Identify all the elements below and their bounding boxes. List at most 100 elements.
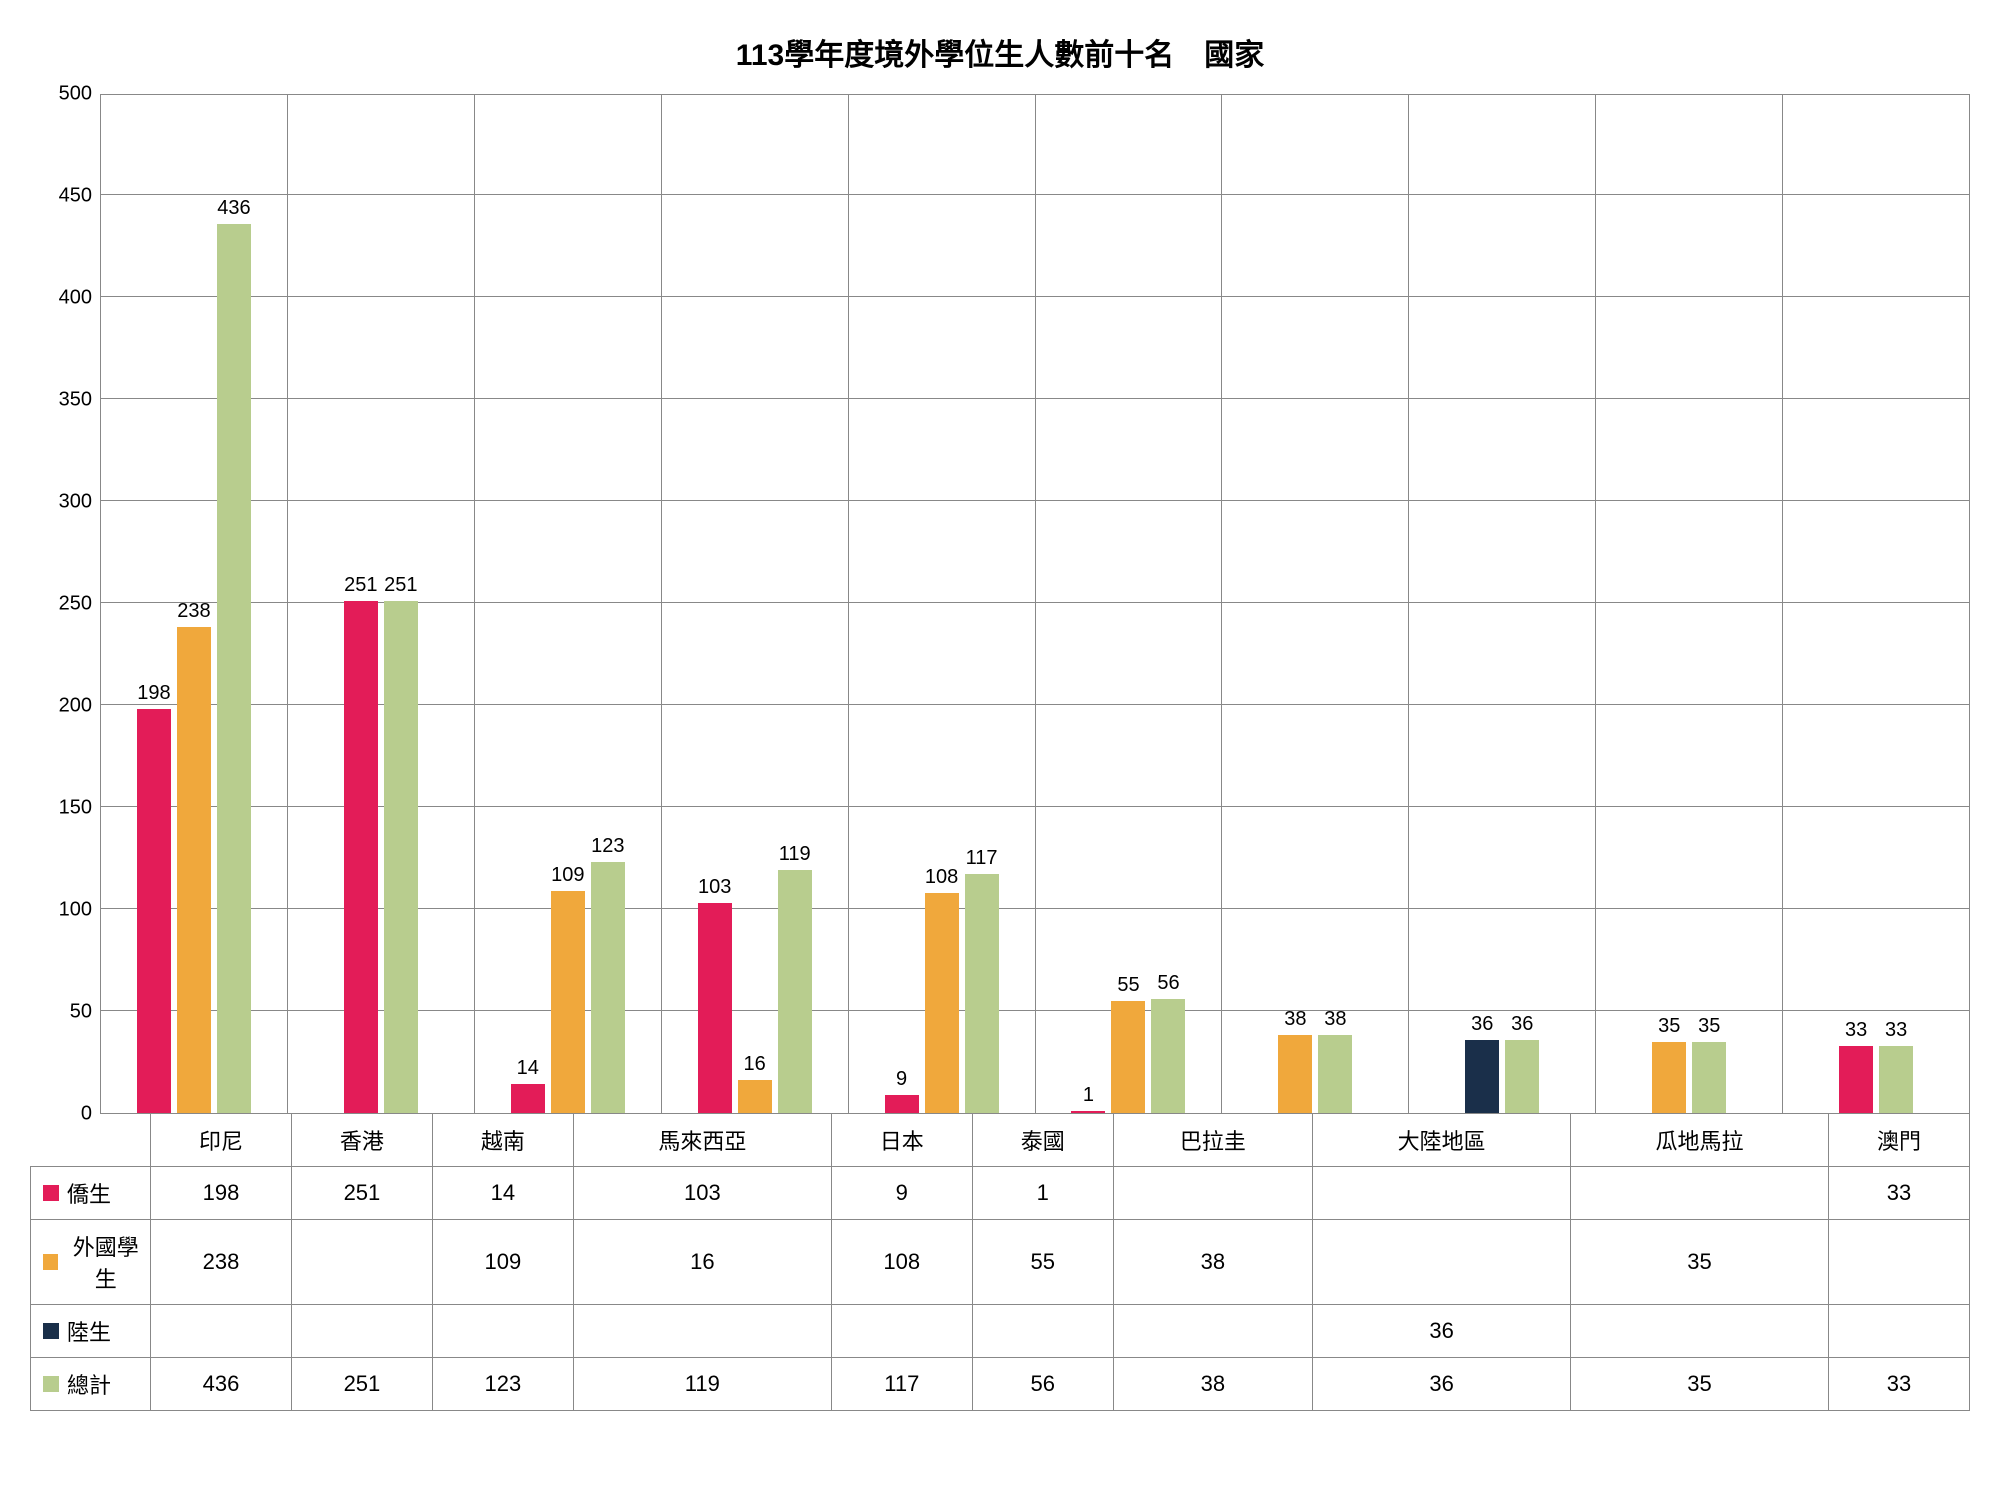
bar: 108 — [925, 866, 959, 1113]
bar-rect — [1505, 1040, 1539, 1113]
bar: 251 — [384, 574, 418, 1113]
bar-value-label: 119 — [779, 843, 811, 866]
legend-cell: 陸生 — [31, 1305, 151, 1358]
table-cell: 238 — [151, 1220, 292, 1305]
bar-value-label: 38 — [1284, 1008, 1306, 1031]
bar: 109 — [551, 864, 585, 1113]
bar-rect — [177, 627, 211, 1113]
plot-wrap: 050100150200250300350400450500 198238436… — [30, 94, 1970, 1114]
bar-value-label: 198 — [137, 682, 170, 705]
y-tick-label: 150 — [59, 797, 92, 820]
bar-rect — [1652, 1042, 1686, 1113]
bar: 251 — [344, 574, 378, 1113]
bar-rect — [965, 874, 999, 1113]
y-tick-label: 350 — [59, 389, 92, 412]
bar-value-label: 55 — [1117, 974, 1139, 997]
y-tick-label: 0 — [81, 1103, 92, 1126]
bar: 33 — [1879, 1019, 1913, 1113]
table-cell: 103 — [573, 1167, 831, 1220]
bar-value-label: 35 — [1658, 1015, 1680, 1038]
table-cell: 35 — [1571, 1220, 1829, 1305]
y-tick-label: 400 — [59, 287, 92, 310]
table-cell: 36 — [1313, 1305, 1571, 1358]
table-cell — [1829, 1305, 1970, 1358]
category-label: 香港 — [291, 1114, 432, 1167]
bar: 123 — [591, 835, 625, 1113]
table-cell: 436 — [151, 1358, 292, 1411]
table-cell — [1571, 1305, 1829, 1358]
legend-label: 外國學生 — [66, 1230, 146, 1294]
bar-rect — [1879, 1046, 1913, 1113]
table-cell — [573, 1305, 831, 1358]
bar-value-label: 56 — [1157, 972, 1179, 995]
table-cell: 123 — [432, 1358, 573, 1411]
table-cell — [1313, 1220, 1571, 1305]
bar-group: 35 35 — [1596, 95, 1783, 1113]
bar: 33 — [1839, 1019, 1873, 1113]
legend-label: 僑生 — [67, 1177, 111, 1209]
legend-swatch — [43, 1323, 59, 1339]
bar-value-label: 36 — [1511, 1013, 1533, 1036]
category-label: 日本 — [831, 1114, 972, 1167]
bar-rect — [1278, 1035, 1312, 1113]
bar-rect — [698, 903, 732, 1113]
table-cell: 55 — [972, 1220, 1113, 1305]
y-tick-label: 300 — [59, 491, 92, 514]
table-cell: 117 — [831, 1358, 972, 1411]
bar-rect — [591, 862, 625, 1113]
table-cell: 1 — [972, 1167, 1113, 1220]
table-cell — [1571, 1167, 1829, 1220]
table-cell — [831, 1305, 972, 1358]
table-cell — [291, 1220, 432, 1305]
y-axis: 050100150200250300350400450500 — [30, 94, 100, 1114]
table-cell — [1829, 1220, 1970, 1305]
bar-rect — [384, 601, 418, 1113]
bar-rect — [1111, 1001, 1145, 1113]
y-tick-label: 500 — [59, 83, 92, 106]
bar-rect — [217, 224, 251, 1113]
bar-value-label: 109 — [551, 864, 584, 887]
bar-group: 14 109 123 — [475, 95, 662, 1113]
bar-rect — [511, 1084, 545, 1113]
table-cell — [1313, 1167, 1571, 1220]
table-cell — [1113, 1167, 1312, 1220]
bar-value-label: 1 — [1083, 1084, 1094, 1107]
plot-area: 1982384362512511410912310316119910811715… — [100, 94, 1970, 1114]
bar-groups: 1982384362512511410912310316119910811715… — [101, 95, 1969, 1113]
bar-group: 1 55 56 — [1036, 95, 1223, 1113]
table-cell: 38 — [1113, 1220, 1312, 1305]
table-cell: 36 — [1313, 1358, 1571, 1411]
bar-rect — [1071, 1111, 1105, 1113]
table-cell: 35 — [1571, 1358, 1829, 1411]
chart-container: 113學年度境外學位生人數前十名 國家 05010015020025030035… — [30, 30, 1970, 1411]
bar-rect — [1318, 1035, 1352, 1113]
table-cell: 119 — [573, 1358, 831, 1411]
bar: 56 — [1151, 972, 1185, 1113]
y-tick-label: 250 — [59, 593, 92, 616]
category-label: 澳門 — [1829, 1114, 1970, 1167]
bar-rect — [778, 870, 812, 1113]
table-cell — [432, 1305, 573, 1358]
table-cell: 109 — [432, 1220, 573, 1305]
table-cell: 38 — [1113, 1358, 1312, 1411]
table-cell: 33 — [1829, 1358, 1970, 1411]
bar: 14 — [511, 1057, 545, 1113]
bar: 436 — [217, 197, 251, 1113]
bar-rect — [885, 1095, 919, 1113]
table-cell: 33 — [1829, 1167, 1970, 1220]
category-label: 泰國 — [972, 1114, 1113, 1167]
table-cell: 108 — [831, 1220, 972, 1305]
category-label: 越南 — [432, 1114, 573, 1167]
table-cell: 251 — [291, 1167, 432, 1220]
y-tick-label: 200 — [59, 695, 92, 718]
bar: 238 — [177, 600, 211, 1113]
bar-rect — [1465, 1040, 1499, 1113]
bar: 119 — [778, 843, 812, 1113]
bar: 35 — [1692, 1015, 1726, 1113]
bar-rect — [551, 891, 585, 1113]
bar-value-label: 238 — [177, 600, 210, 623]
bar: 103 — [698, 876, 732, 1113]
bar-rect — [738, 1080, 772, 1113]
category-label: 印尼 — [151, 1114, 292, 1167]
table-cell: 16 — [573, 1220, 831, 1305]
